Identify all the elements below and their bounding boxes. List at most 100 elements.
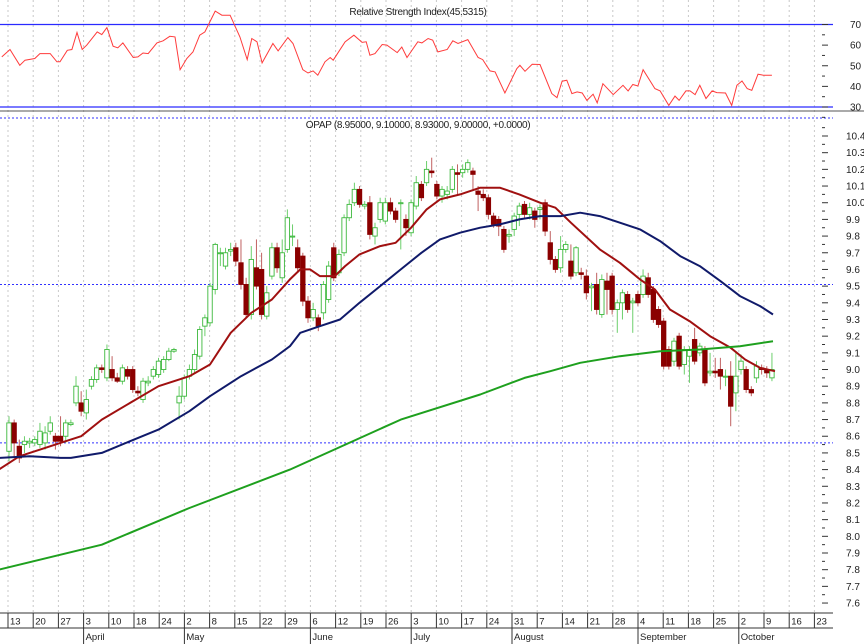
candle-body — [6, 422, 12, 452]
candle-up — [382, 197, 388, 225]
candle-body — [78, 402, 84, 412]
candle-up — [83, 389, 89, 420]
rsi-title: Relative Strength Index(45.5315) — [349, 7, 486, 18]
day-label: 22 — [262, 617, 273, 628]
candle-down — [717, 357, 724, 390]
day-label: 31 — [514, 617, 525, 628]
candle-down — [11, 419, 17, 458]
candle-up — [671, 337, 677, 367]
candle-up — [588, 282, 595, 312]
candle-up — [733, 352, 739, 412]
month-label: May — [186, 632, 204, 643]
candle-body — [310, 309, 316, 319]
candle-down — [764, 366, 770, 378]
candle-body — [423, 168, 430, 184]
candle-up — [408, 199, 414, 237]
y-axis: 70 60 50 40 30 10.4 10.3 10.2 10.1 10.0 9.9 9.8 9.7 9… — [822, 20, 864, 610]
day-label: 28 — [615, 617, 626, 628]
candle-down — [661, 317, 667, 370]
candle-body — [258, 268, 265, 315]
candle-body — [295, 247, 301, 269]
candle-body — [743, 369, 749, 390]
candle-body — [269, 247, 275, 277]
medium-ma-line — [0, 211, 774, 459]
price-tick-label: 8.9 — [846, 382, 860, 393]
candle-body — [398, 202, 404, 205]
price-title: OPAP (8.95000, 9.10000, 8.93000, 9.00000… — [306, 120, 531, 131]
candle-body — [68, 422, 74, 426]
candle-body — [155, 360, 162, 375]
day-label: 21 — [590, 617, 601, 628]
candle-body — [609, 275, 615, 310]
candle-body — [83, 399, 89, 414]
day-label: 9 — [766, 617, 771, 628]
candle-body — [372, 227, 378, 237]
price-tick-label: 9.3 — [846, 315, 860, 326]
day-label: 29 — [287, 617, 298, 628]
candle-down — [728, 361, 734, 427]
candle-down — [305, 296, 311, 323]
candle-body — [325, 265, 332, 300]
candle-body — [630, 300, 636, 304]
candle-body — [181, 377, 187, 397]
candle-up — [150, 366, 156, 380]
day-label: 13 — [10, 617, 21, 628]
grid-lines — [7, 0, 815, 612]
candle-up — [346, 199, 352, 222]
candle-down — [552, 256, 559, 273]
candle-body — [73, 385, 79, 404]
candle-down — [78, 391, 84, 417]
candle-up — [557, 236, 564, 273]
day-label: 8 — [212, 617, 217, 628]
candle-body — [583, 275, 590, 294]
candle-up — [640, 269, 646, 298]
candle-body — [135, 390, 141, 394]
day-label: 3 — [86, 617, 91, 628]
candle-up — [465, 159, 471, 173]
candle-body — [573, 247, 579, 274]
candle-body — [640, 275, 646, 295]
candle-up — [279, 239, 285, 283]
candle-down — [547, 231, 553, 265]
candle-up — [614, 299, 620, 333]
candle-body — [176, 395, 182, 404]
candle-up — [6, 416, 12, 462]
candle-up — [191, 349, 198, 373]
candle-down — [434, 181, 440, 200]
candle-down — [609, 272, 615, 315]
rsi-tick-label: 30 — [850, 103, 862, 114]
candle-up — [320, 281, 327, 320]
price-tick-label: 10.3 — [846, 148, 864, 159]
candle-up — [398, 199, 404, 250]
candle-body — [212, 243, 218, 290]
candle-body — [124, 369, 131, 377]
candle-body — [367, 202, 373, 235]
price-tick-label: 7.8 — [846, 565, 860, 576]
day-label: 20 — [35, 617, 46, 628]
candle-up — [222, 247, 229, 270]
day-label: 2 — [741, 617, 746, 628]
candle-body — [650, 289, 657, 320]
candle-down — [258, 252, 265, 320]
candle-body — [753, 365, 760, 379]
price-tick-label: 8.0 — [846, 532, 860, 543]
candle-body — [449, 168, 455, 190]
candle-up — [160, 356, 167, 373]
candle-body — [635, 294, 641, 304]
candle-up — [439, 186, 445, 203]
price-tick-label: 8.6 — [846, 432, 860, 443]
candle-body — [11, 422, 17, 444]
candle-body — [140, 380, 146, 400]
month-label: October — [741, 632, 775, 643]
candle-body — [702, 349, 708, 384]
candle-down — [300, 252, 306, 307]
price-tick-label: 9.6 — [846, 265, 860, 276]
candle-body — [320, 284, 327, 314]
candle-body — [655, 309, 662, 325]
candle-body — [377, 202, 383, 220]
candle-down — [496, 216, 502, 237]
price-tick-label: 10.1 — [846, 182, 864, 193]
candle-down — [454, 164, 461, 195]
candle-body — [93, 367, 100, 380]
